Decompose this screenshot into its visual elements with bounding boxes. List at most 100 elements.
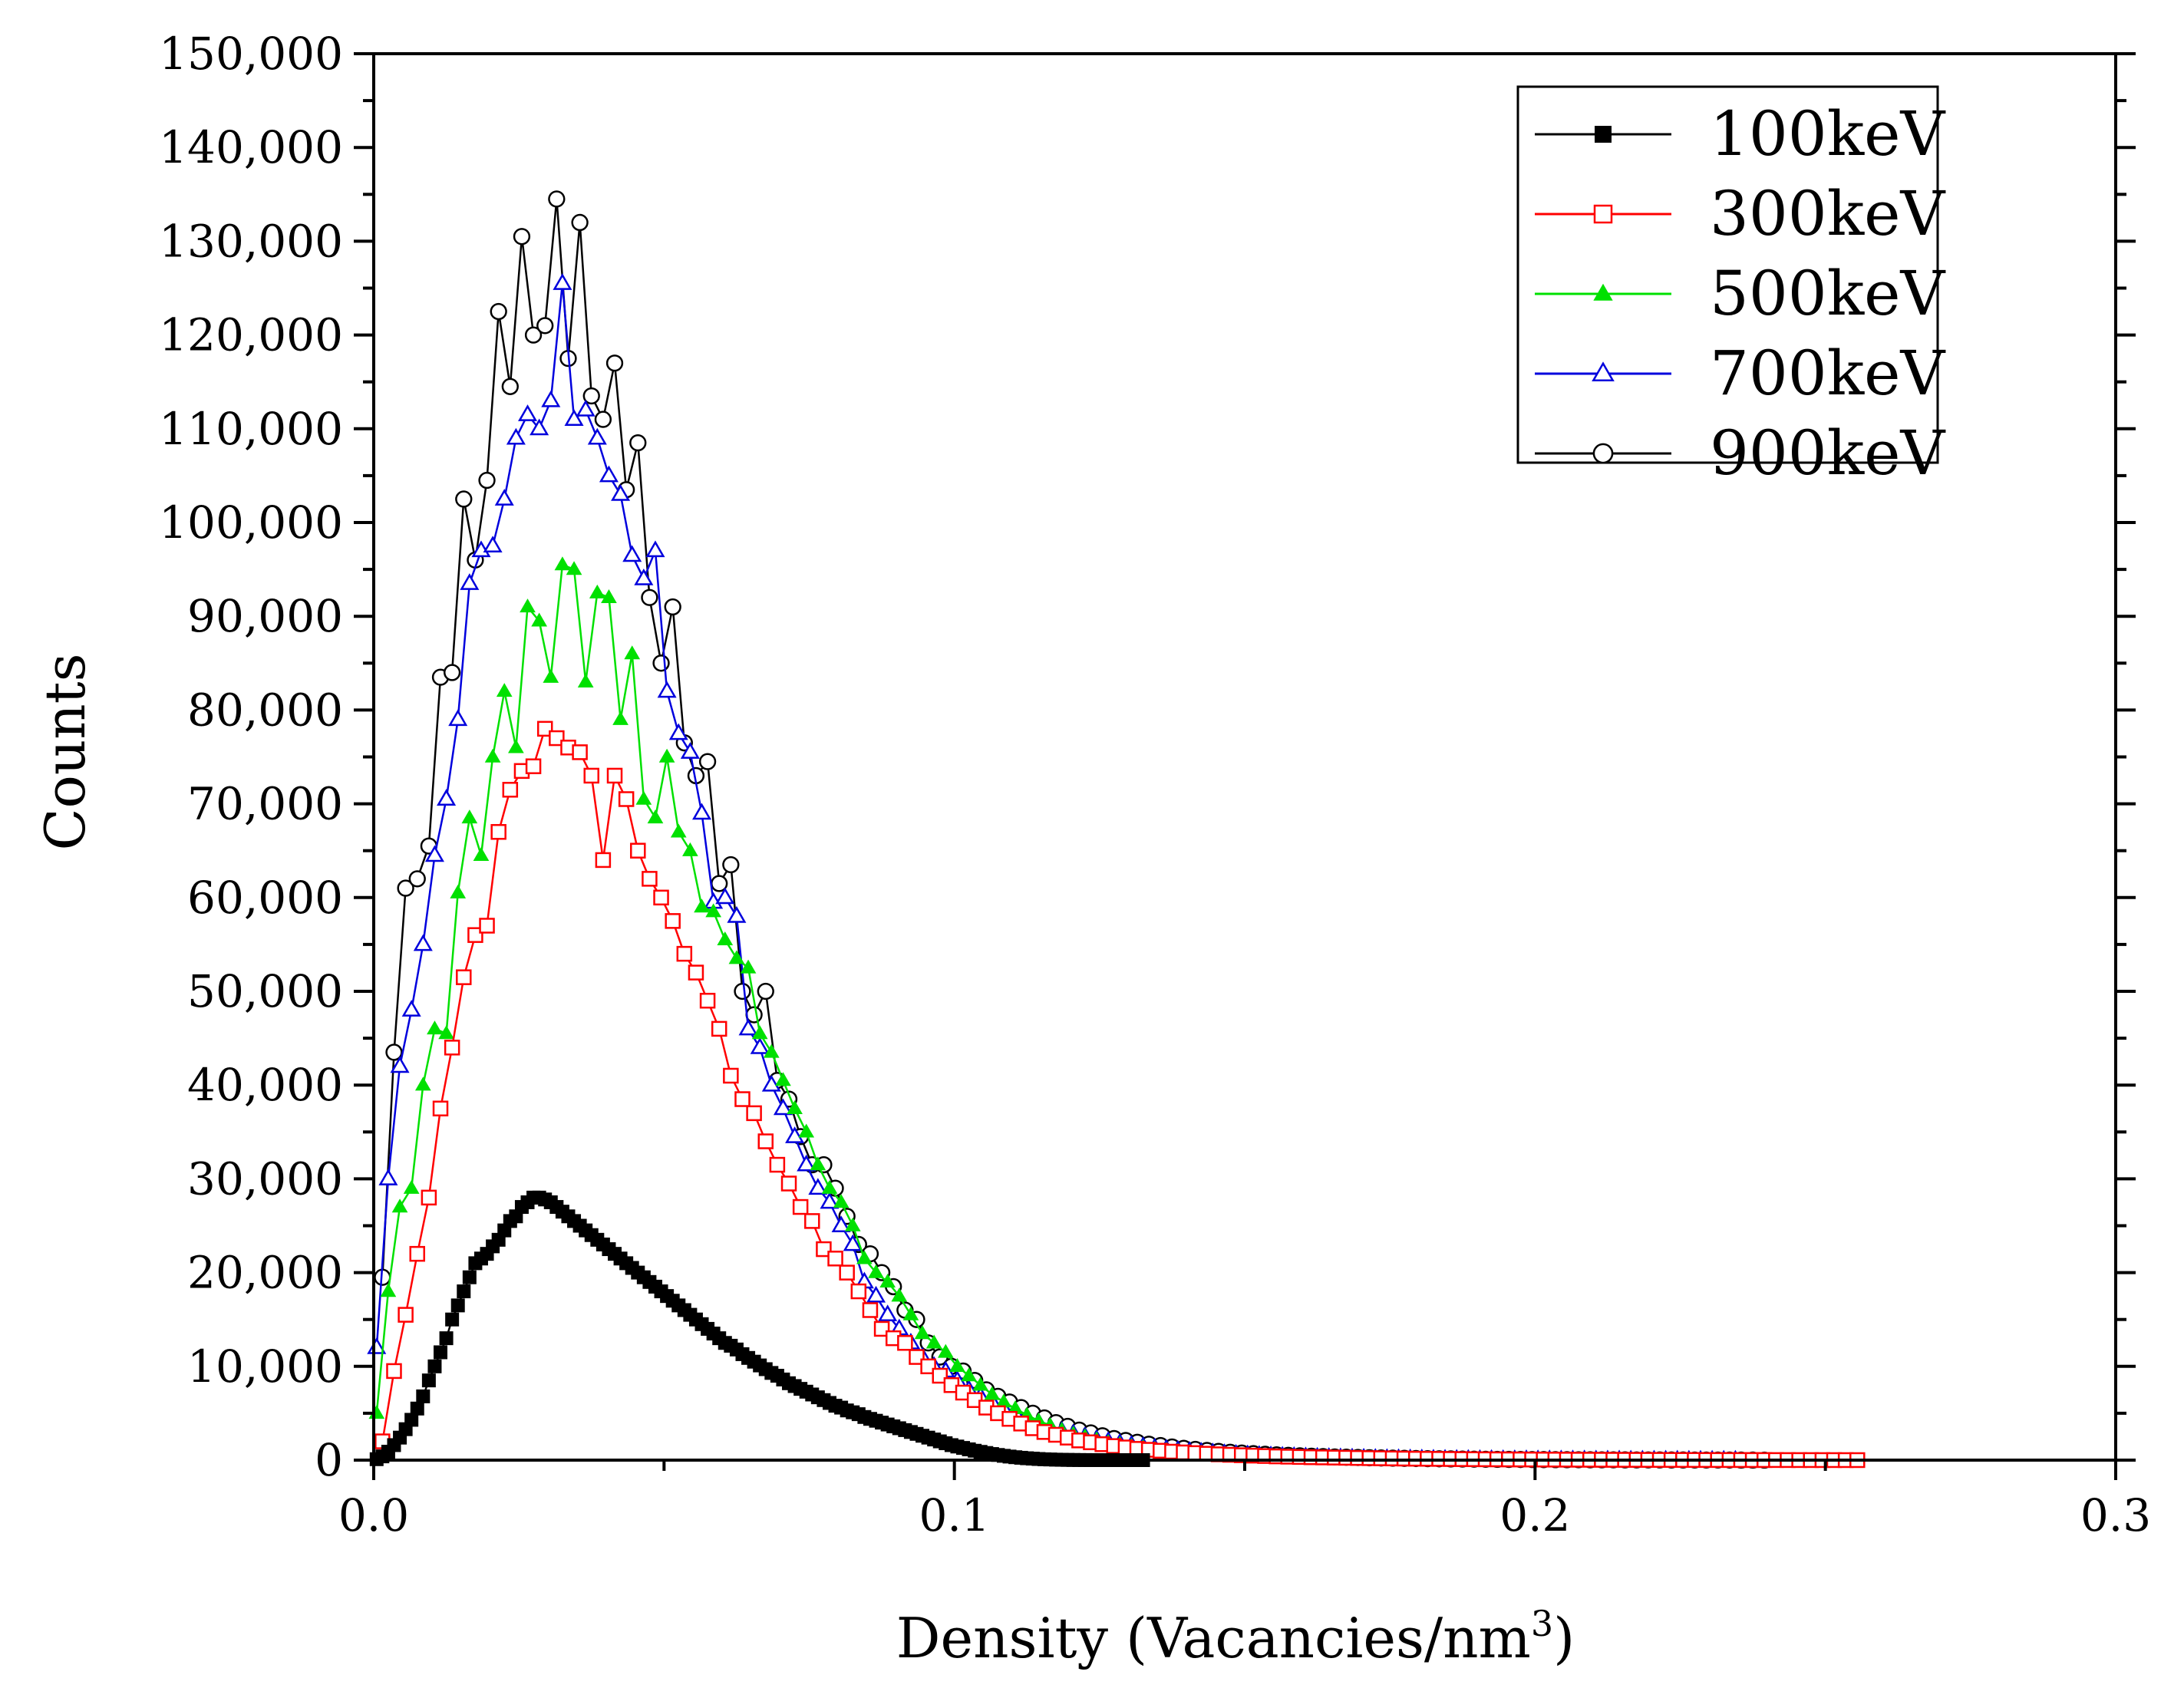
y-tick-label: 80,000 <box>187 684 343 736</box>
data-point-300keV <box>595 852 612 869</box>
data-point-100keV <box>404 1413 419 1427</box>
x-tick-label: 0.1 <box>919 1489 990 1541</box>
y-axis-title: Counts <box>33 653 97 850</box>
data-point-500keV <box>543 668 559 683</box>
data-point-300keV <box>525 758 542 774</box>
data-point-100keV <box>416 1389 431 1403</box>
data-point-900keV <box>478 471 496 490</box>
data-point-500keV <box>554 556 571 571</box>
data-point-900keV <box>734 982 751 1001</box>
data-point-500keV <box>740 959 757 974</box>
data-point-500keV <box>925 1334 942 1349</box>
data-point-500keV <box>391 1198 408 1213</box>
x-tick-label: 0.3 <box>2080 1489 2151 1541</box>
legend-marker <box>1592 443 1614 464</box>
data-point-500keV <box>508 739 524 753</box>
data-point-900keV <box>582 387 600 405</box>
data-point-700keV <box>831 1215 851 1232</box>
data-point-500keV <box>403 1179 420 1194</box>
data-point-500keV <box>879 1274 896 1288</box>
data-point-900keV <box>513 228 531 246</box>
data-point-300keV <box>583 767 599 784</box>
data-point-700keV <box>494 489 514 506</box>
data-point-700keV <box>797 1154 817 1172</box>
data-point-700keV <box>483 536 503 552</box>
legend-marker <box>1593 283 1613 301</box>
y-tick-label: 10,000 <box>187 1340 343 1393</box>
data-point-900keV <box>385 1043 403 1061</box>
data-point-700keV <box>576 400 595 417</box>
legend-label: 300keV <box>1710 178 1946 249</box>
data-point-100keV <box>421 1373 436 1388</box>
data-point-300keV <box>549 730 565 747</box>
data-point-500keV <box>601 588 617 603</box>
data-point-700keV <box>390 1056 410 1073</box>
legend-label: 500keV <box>1710 258 1946 329</box>
y-tick-label: 0 <box>315 1434 343 1486</box>
data-point-700keV <box>715 887 735 905</box>
data-point-900keV <box>536 317 554 335</box>
data-point-500keV <box>380 1283 397 1297</box>
data-point-700keV <box>622 545 642 562</box>
data-point-900keV <box>397 879 414 897</box>
y-tick-label: 60,000 <box>187 872 343 924</box>
data-point-300keV <box>536 720 553 737</box>
data-point-300keV <box>769 1156 786 1173</box>
data-point-500keV <box>914 1325 931 1340</box>
data-point-100keV <box>462 1270 477 1284</box>
legend-item-500keV: 500keV <box>1535 258 1946 329</box>
legend-label: 100keV <box>1710 98 1946 170</box>
legend-item-900keV: 900keV <box>1535 417 1946 489</box>
legend-label: 900keV <box>1710 417 1946 489</box>
data-point-100keV <box>445 1312 460 1327</box>
data-point-700keV <box>878 1304 898 1322</box>
data-point-500keV <box>658 748 675 763</box>
data-point-500keV <box>972 1376 989 1391</box>
series-500keV <box>368 556 1732 1466</box>
data-point-900keV <box>641 588 658 606</box>
data-point-900keV <box>444 664 461 681</box>
legend-item-300keV: 300keV <box>1535 178 1946 249</box>
legend-item-700keV: 700keV <box>1535 338 1946 409</box>
y-tick-label: 100,000 <box>159 496 343 549</box>
data-point-500keV <box>833 1194 850 1208</box>
data-point-300keV <box>502 782 519 798</box>
data-point-700keV <box>460 573 480 590</box>
data-point-500keV <box>775 1072 791 1086</box>
legend-marker <box>1592 361 1615 382</box>
data-point-300keV <box>897 1335 913 1351</box>
data-point-500keV <box>937 1343 954 1358</box>
data-point-500keV <box>577 673 594 687</box>
y-tick-label: 90,000 <box>187 590 343 642</box>
data-point-500keV <box>427 1020 443 1035</box>
data-point-700keV <box>437 789 457 806</box>
data-point-100keV <box>450 1298 465 1313</box>
data-point-700keV <box>866 1285 886 1303</box>
data-point-700keV <box>424 845 444 862</box>
data-point-300keV <box>804 1213 820 1229</box>
data-point-300keV <box>723 1067 739 1084</box>
data-point-700keV <box>843 1234 863 1251</box>
data-point-300keV <box>490 824 506 840</box>
data-point-700keV <box>820 1192 840 1209</box>
series-line-300keV <box>381 727 1858 1462</box>
data-point-500keV <box>624 645 641 660</box>
data-point-900keV <box>501 377 519 395</box>
data-point-300keV <box>746 1105 762 1122</box>
y-tick-label: 50,000 <box>187 965 343 1017</box>
data-point-700keV <box>727 905 747 923</box>
legend: 100keV 300keV 500keV 700keV 900keV <box>1516 85 1946 489</box>
data-point-500keV <box>961 1367 977 1382</box>
data-point-500keV <box>751 1025 768 1040</box>
data-point-300keV <box>653 889 669 906</box>
data-point-500keV <box>496 683 513 697</box>
series-line-500keV <box>375 563 1724 1462</box>
data-point-700keV <box>657 681 677 698</box>
data-point-900keV <box>548 190 566 208</box>
y-tick-label: 140,000 <box>159 121 343 173</box>
data-point-300keV <box>688 964 704 981</box>
x-axis-title-close: ) <box>1553 1606 1575 1670</box>
data-point-500keV <box>566 561 582 575</box>
data-point-500keV <box>414 1076 431 1091</box>
